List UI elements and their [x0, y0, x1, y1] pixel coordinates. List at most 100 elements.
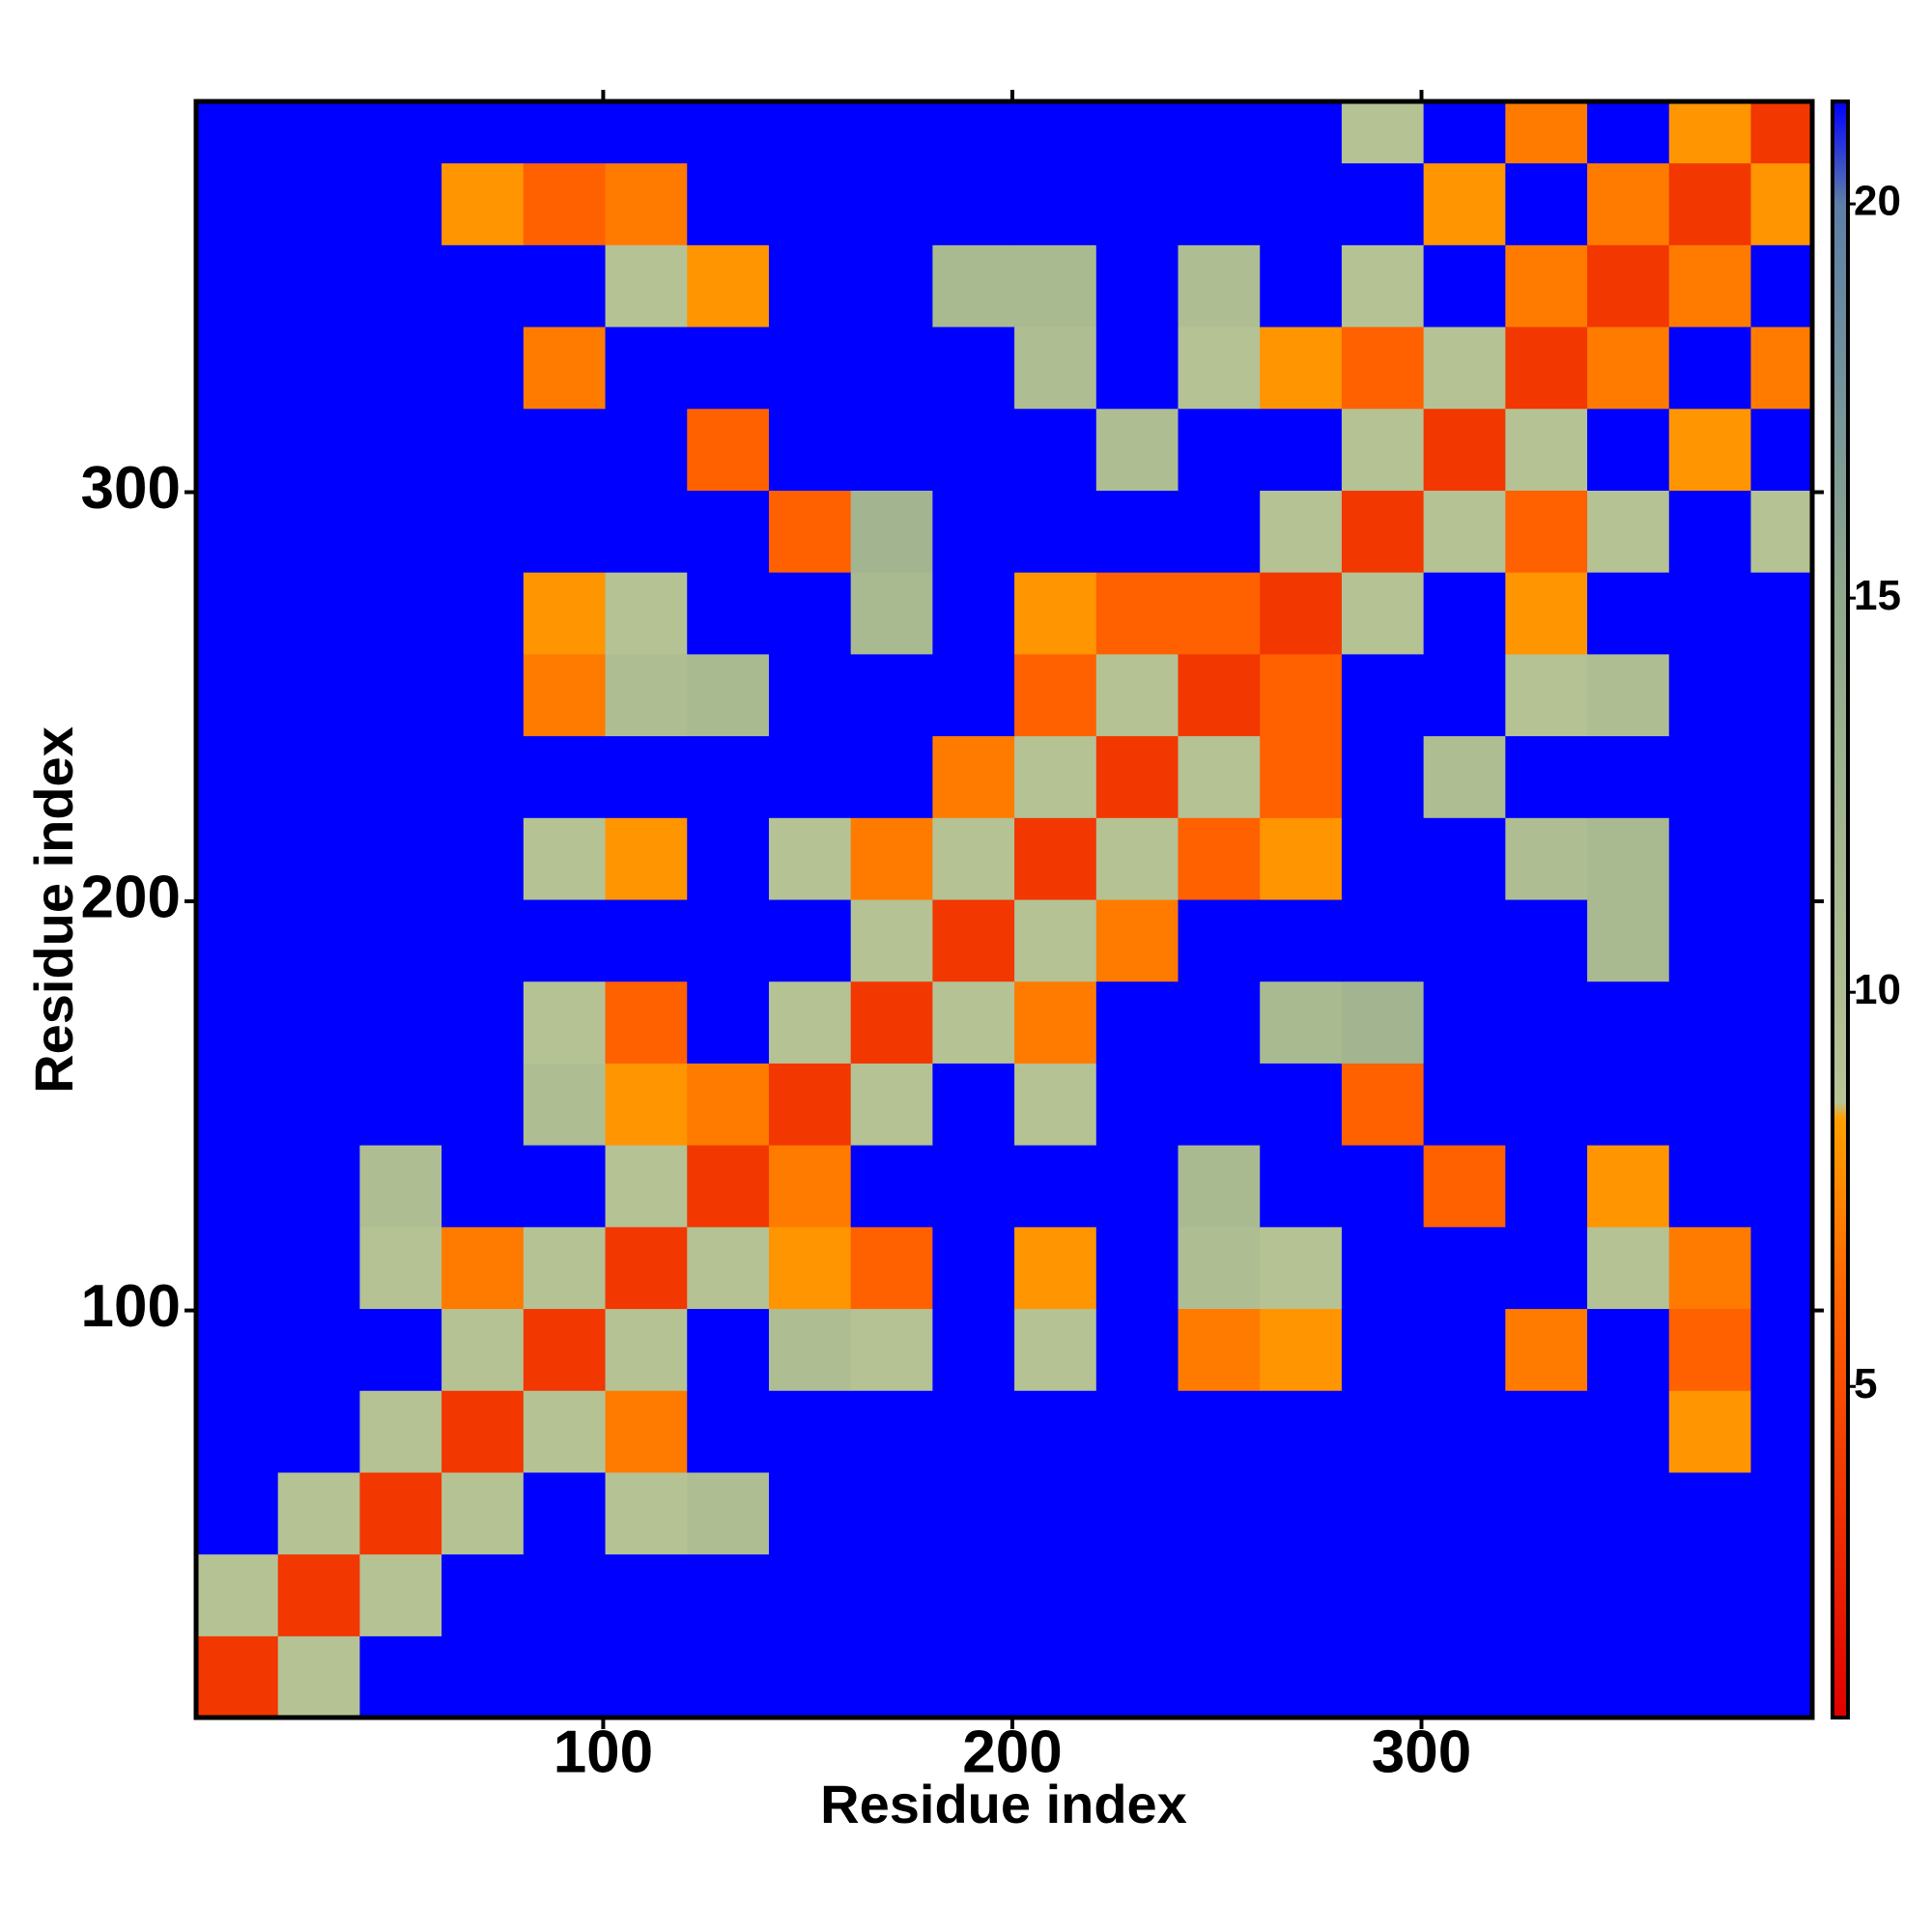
heatmap-cell [277, 1390, 361, 1473]
heatmap-cell [1423, 101, 1506, 164]
heatmap-cell [1014, 162, 1097, 245]
heatmap-cell [1423, 1471, 1506, 1555]
heatmap-cell [768, 1063, 852, 1146]
heatmap-cell [1178, 1308, 1261, 1391]
heatmap-cell [359, 653, 442, 737]
heatmap-cell [1587, 1226, 1670, 1310]
heatmap-cell [605, 980, 688, 1064]
y-tick-label: 100 [81, 1273, 181, 1340]
heatmap-cell [1505, 735, 1588, 818]
heatmap-cell [1014, 1063, 1097, 1146]
heatmap-cell [196, 408, 279, 491]
heatmap-cell [523, 572, 607, 655]
heatmap-cell [1423, 490, 1506, 573]
heatmap-cell [1668, 817, 1752, 900]
heatmap-cell [768, 101, 852, 164]
heatmap-cell [1750, 326, 1813, 410]
heatmap-cell [196, 1226, 279, 1310]
heatmap-cell [1260, 408, 1343, 491]
heatmap-cell [932, 1308, 1015, 1391]
heatmap-cell [605, 244, 688, 327]
heatmap-cell [196, 101, 279, 164]
heatmap-cell [523, 653, 607, 737]
heatmap-cell [359, 898, 442, 982]
heatmap-cell [1341, 572, 1425, 655]
heatmap-cell [1750, 490, 1813, 573]
heatmap-cell [932, 817, 1015, 900]
heatmap-cell [1750, 101, 1813, 164]
heatmap-cell [196, 1390, 279, 1473]
heatmap-cell [1750, 898, 1813, 982]
heatmap-cell [1095, 898, 1179, 982]
heatmap-cell [1341, 1145, 1425, 1228]
heatmap-cell [932, 1226, 1015, 1310]
heatmap-cell [1260, 572, 1343, 655]
heatmap-cell [1095, 1226, 1179, 1310]
heatmap-cell [1178, 1063, 1261, 1146]
heatmap-cell [441, 735, 525, 818]
heatmap-cell [196, 326, 279, 410]
heatmap-cell [1423, 1145, 1506, 1228]
heatmap-cell [687, 162, 770, 245]
heatmap-cell [1014, 735, 1097, 818]
heatmap-cell [523, 1308, 607, 1391]
heatmap-cell [850, 1308, 933, 1391]
heatmap-cell [359, 980, 442, 1064]
heatmap-cell [932, 1145, 1015, 1228]
heatmap-cell [1505, 1553, 1588, 1636]
heatmap-cell [1014, 326, 1097, 410]
heatmap-cell [523, 490, 607, 573]
heatmap-cell [687, 1145, 770, 1228]
heatmap-cell [1668, 101, 1752, 164]
heatmap-cell [523, 980, 607, 1064]
heatmap-cell [932, 1553, 1015, 1636]
heatmap-cell [277, 1471, 361, 1555]
heatmap-cell [1341, 490, 1425, 573]
heatmap-cell [523, 735, 607, 818]
heatmap-cell [1260, 898, 1343, 982]
heatmap-cell [441, 817, 525, 900]
heatmap-cell [1587, 980, 1670, 1064]
heatmap-cell [277, 244, 361, 327]
heatmap-cell [1750, 1145, 1813, 1228]
heatmap-cell [1423, 408, 1506, 491]
heatmap-cell [1505, 490, 1588, 573]
heatmap-cell [1505, 408, 1588, 491]
heatmap-cell [196, 162, 279, 245]
heatmap-cell [1178, 408, 1261, 491]
heatmap-cell [1423, 653, 1506, 737]
heatmap-cell [687, 1635, 770, 1719]
heatmap-cell [850, 1471, 933, 1555]
heatmap-cell [605, 1635, 688, 1719]
heatmap-cell [277, 1635, 361, 1719]
heatmap-cell [605, 1390, 688, 1473]
heatmap-cell [1178, 817, 1261, 900]
heatmap-cell [277, 1145, 361, 1228]
heatmap-cell [768, 817, 852, 900]
heatmap-cell [1341, 817, 1425, 900]
heatmap-cell [1014, 1553, 1097, 1636]
heatmap-cell [1341, 1471, 1425, 1555]
heatmap-cell [1014, 1471, 1097, 1555]
heatmap-cell [1423, 326, 1506, 410]
heatmap-cell [932, 572, 1015, 655]
heatmap-cell [1750, 735, 1813, 818]
heatmap-cell [687, 653, 770, 737]
heatmap-cell [768, 490, 852, 573]
heatmap-cell [1178, 1553, 1261, 1636]
heatmap-cell [277, 408, 361, 491]
heatmap-cell [1178, 326, 1261, 410]
heatmap-cell [196, 817, 279, 900]
heatmap-cell [523, 817, 607, 900]
heatmap-cell [1750, 1308, 1813, 1391]
heatmap-cell [850, 1635, 933, 1719]
heatmap-cell [605, 408, 688, 491]
heatmap-cell [850, 735, 933, 818]
heatmap-cell [1178, 490, 1261, 573]
heatmap-cell [1178, 244, 1261, 327]
heatmap-cell [359, 735, 442, 818]
heatmap-cell [1668, 1390, 1752, 1473]
heatmap-cell [359, 1063, 442, 1146]
heatmap-cell [605, 326, 688, 410]
heatmap-cell [277, 490, 361, 573]
